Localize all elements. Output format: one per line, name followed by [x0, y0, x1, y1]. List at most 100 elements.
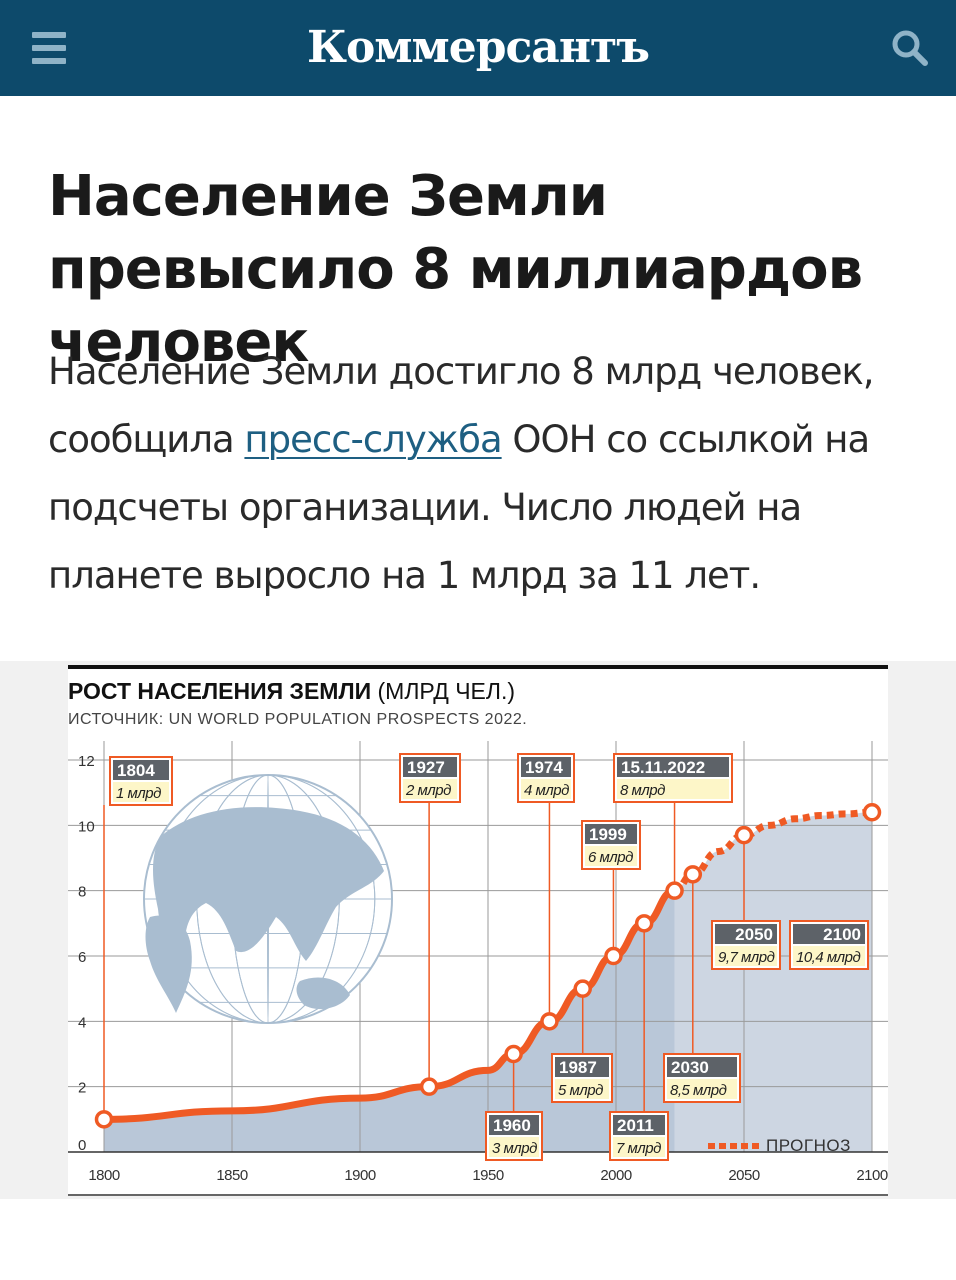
forecast-series-line — [673, 808, 873, 895]
milestone-point-2100 — [862, 803, 882, 822]
y-tick-label: 2 — [78, 1080, 86, 1097]
article-title: Население Земли превысило 8 миллиардов ч… — [48, 164, 863, 375]
milestone-point-1960 — [504, 1044, 523, 1064]
x-tick-label: 1900 — [344, 1167, 376, 1184]
globe-eurasia — [153, 807, 384, 961]
milestone-year-text: 1927 — [407, 758, 445, 777]
top-navigation-bar: Коммерсантъ — [0, 0, 956, 96]
milestone-year-box — [113, 760, 169, 780]
article-lead: Население Земли достигло 8 млрд человек,… — [48, 338, 928, 610]
milestone-value-box — [113, 782, 169, 802]
x-tick-label: 2050 — [728, 1167, 760, 1184]
milestone-value-box — [403, 779, 457, 799]
milestone-value-box — [617, 779, 729, 799]
milestone-point-1987 — [573, 979, 592, 998]
milestone-point-2030 — [683, 865, 703, 884]
milestone-year-box — [555, 1057, 609, 1077]
y-tick-label: 4 — [78, 1014, 86, 1031]
y-tick-label: 8 — [78, 884, 86, 901]
milestone-label-15.11.2022: 15.11.2022 8 млрд — [613, 753, 733, 803]
milestone-label-1999: 1999 6 млрд — [581, 820, 641, 870]
milestone-year-box — [585, 824, 637, 844]
press-service-link[interactable]: пресс-служба — [244, 418, 502, 461]
milestone-point-1974 — [540, 1012, 559, 1031]
milestone-year-text: 15.11.2022 — [621, 758, 705, 777]
x-tick-label: 1950 — [472, 1167, 504, 1184]
milestone-value-text: 8,5 млрд — [670, 1082, 727, 1099]
milestone-year-text: 2050 — [735, 925, 773, 944]
milestone-year-text: 1987 — [559, 1058, 597, 1077]
milestone-year-text: 2030 — [671, 1058, 709, 1077]
y-tick-label: 0 — [78, 1137, 86, 1154]
search-icon[interactable] — [890, 28, 930, 68]
milestone-label-1927: 1927 2 млрд — [399, 753, 461, 803]
milestone-value-box — [715, 946, 777, 966]
population-chart: РОСТ НАСЕЛЕНИЯ ЗЕМЛИ (МЛРД ЧЕЛ.) ИСТОЧНИК… — [68, 665, 888, 1196]
milestone-value-text: 10,4 млрд — [796, 949, 860, 966]
chart-title: РОСТ НАСЕЛЕНИЯ ЗЕМЛИ (МЛРД ЧЕЛ.) — [68, 678, 515, 704]
milestone-value-text: 7 млрд — [616, 1140, 661, 1157]
hamburger-menu-icon[interactable] — [30, 26, 70, 70]
milestone-value-text: 3 млрд — [492, 1140, 537, 1157]
lead-text-end: ООН со ссылкой на подсчеты организации. … — [48, 418, 870, 597]
milestone-year-box — [715, 924, 777, 944]
milestone-label-1974: 1974 4 млрд — [517, 753, 575, 803]
milestone-value-box — [521, 779, 571, 799]
milestone-point-15.11.2022 — [665, 881, 684, 900]
milestone-value-box — [585, 846, 637, 866]
milestone-value-text: 4 млрд — [524, 782, 569, 799]
milestone-value-text: 5 млрд — [558, 1082, 603, 1099]
x-tick-label: 2100 — [856, 1167, 888, 1184]
milestone-value-text: 2 млрд — [405, 782, 451, 799]
milestone-year-box — [793, 924, 865, 944]
chart-top-rule — [68, 665, 888, 669]
milestone-value-box — [667, 1079, 737, 1099]
globe-icon — [143, 774, 393, 1024]
milestone-year-text: 1804 — [117, 761, 155, 780]
milestone-year-box — [403, 757, 457, 777]
milestone-point-2011 — [634, 914, 654, 933]
site-logo[interactable]: Коммерсантъ — [306, 22, 650, 73]
milestone-year-text: 1974 — [525, 758, 563, 777]
milestone-label-2030: 2030 8,5 млрд — [663, 1053, 741, 1103]
globe-africa — [145, 915, 192, 1013]
milestone-label-1804: 1804 1 млрд — [109, 756, 173, 806]
milestone-year-box — [617, 757, 729, 777]
milestone-point-1927 — [419, 1077, 439, 1096]
milestone-year-text: 2011 — [617, 1116, 654, 1135]
milestone-label-2011: 2011 7 млрд — [609, 1111, 669, 1161]
milestone-label-2100: 2100 10,4 млрд — [789, 920, 869, 970]
milestone-year-box — [521, 757, 571, 777]
milestone-value-text: 6 млрд — [588, 849, 633, 866]
milestone-value-box — [555, 1079, 609, 1099]
milestone-year-text: 1960 — [493, 1116, 531, 1135]
milestone-point-1999 — [604, 946, 623, 966]
milestone-year-text: 2100 — [823, 925, 861, 944]
lead-text-start: Население Земли достигло 8 млрд человек,… — [48, 350, 875, 461]
y-tick-label: 10 — [78, 818, 95, 835]
chart-source: ИСТОЧНИК: UN WORLD POPULATION PROSPECTS … — [68, 711, 527, 728]
y-tick-label: 6 — [78, 949, 86, 966]
milestone-label-2050: 2050 9,7 млрд — [711, 920, 781, 970]
milestone-year-text: 1999 — [589, 825, 627, 844]
milestone-year-box — [489, 1115, 539, 1135]
milestone-point-2050 — [734, 825, 754, 845]
milestone-value-text: 9,7 млрд — [718, 949, 775, 966]
milestone-value-box — [613, 1137, 665, 1157]
x-tick-label: 1850 — [216, 1167, 248, 1184]
milestone-label-1987: 1987 5 млрд — [551, 1053, 613, 1103]
y-tick-label: 12 — [78, 753, 95, 770]
milestone-value-box — [793, 946, 865, 966]
milestone-label-1960: 1960 3 млрд — [485, 1111, 543, 1161]
forecast-legend: ПРОГНОЗ — [708, 1136, 851, 1155]
x-tick-label: 2000 — [600, 1167, 632, 1184]
milestone-year-box — [667, 1057, 737, 1077]
x-tick-label: 1800 — [88, 1167, 120, 1184]
legend-label: ПРОГНОЗ — [766, 1136, 851, 1155]
milestone-value-text: 8 млрд — [620, 782, 665, 799]
milestone-year-box — [613, 1115, 665, 1135]
milestone-point-1804 — [94, 1110, 114, 1129]
milestone-value-box — [489, 1137, 539, 1157]
milestone-value-text: 1 млрд — [116, 785, 161, 802]
globe-australia — [296, 977, 350, 1010]
